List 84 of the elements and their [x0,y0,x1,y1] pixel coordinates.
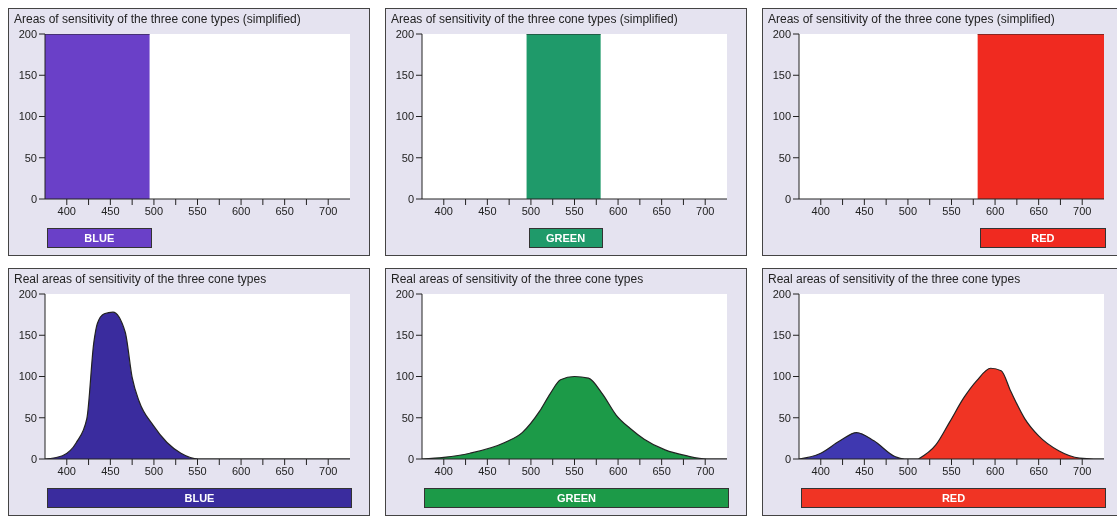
x-tick-label: 400 [57,464,76,477]
x-tick-label: 650 [1029,464,1048,477]
y-tick-label: 200 [772,27,791,40]
x-tick-label: 500 [521,464,541,477]
x-tick-label: 450 [101,464,120,477]
chart-title: Real areas of sensitivity of the three cone types [390,271,645,286]
x-tick-label: 550 [565,204,584,217]
y-tick-label: 100 [18,110,37,123]
x-tick-label: 600 [985,204,1005,217]
x-axis-title: BLUE [47,488,352,508]
x-tick-label: 600 [231,204,251,217]
x-tick-label: 700 [319,464,338,477]
y-tick-label: 0 [30,192,37,205]
x-tick-label: 700 [319,204,338,217]
y-tick-label: 150 [18,69,37,82]
x-tick-label: 450 [478,204,497,217]
y-tick-label: 100 [395,110,414,123]
x-tick-label: 450 [855,464,874,477]
y-tick-label: 150 [395,329,414,342]
y-tick-label: 150 [395,69,414,82]
chart-title: Real areas of sensitivity of the three cone types [767,271,1022,286]
y-tick-label: 0 [407,452,414,465]
y-tick-label: 200 [395,287,414,300]
x-axis-title: RED [801,488,1106,508]
x-tick-label: 550 [565,464,584,477]
y-tick-label: 50 [778,151,791,164]
y-tick-label: 0 [784,452,791,465]
y-tick-label: 100 [18,370,37,383]
x-tick-label: 700 [696,204,715,217]
chart-title: Areas of sensitivity of the three cone types (simplified) [767,11,1056,26]
x-tick-label: 500 [898,204,918,217]
chart-title: Areas of sensitivity of the three cone types (simplified) [390,11,679,26]
x-tick-label: 550 [942,464,961,477]
y-tick-label: 100 [395,370,414,383]
y-tick-label: 50 [24,411,37,424]
x-tick-label: 500 [521,204,541,217]
y-tick-label: 0 [407,192,414,205]
y-tick-label: 200 [395,27,414,40]
x-axis-title: RED [979,228,1106,248]
x-tick-label: 700 [1073,464,1092,477]
y-tick-label: 150 [772,69,791,82]
x-tick-label: 550 [188,204,207,217]
x-tick-label: 500 [144,464,164,477]
x-tick-label: 650 [652,464,671,477]
x-tick-label: 400 [57,204,76,217]
x-tick-label: 650 [275,464,294,477]
x-tick-label: 450 [478,464,497,477]
y-tick-label: 50 [401,151,414,164]
y-tick-label: 150 [772,329,791,342]
y-tick-label: 50 [401,411,414,424]
y-tick-label: 200 [18,287,37,300]
x-tick-label: 450 [855,204,874,217]
x-tick-label: 600 [231,464,251,477]
y-tick-label: 0 [30,452,37,465]
x-tick-label: 500 [144,204,164,217]
x-tick-label: 400 [811,464,830,477]
x-tick-label: 600 [985,464,1005,477]
x-tick-label: 700 [1073,204,1092,217]
y-tick-label: 200 [18,27,37,40]
x-axis-title: BLUE [47,228,152,248]
y-tick-label: 150 [18,329,37,342]
y-tick-label: 0 [784,192,791,205]
x-tick-label: 550 [942,204,961,217]
x-tick-label: 650 [275,204,294,217]
x-axis-title: GREEN [528,228,603,248]
x-tick-label: 400 [434,464,453,477]
x-tick-label: 700 [696,464,715,477]
chart-title: Real areas of sensitivity of the three cone types [13,271,268,286]
x-tick-label: 550 [188,464,207,477]
x-tick-label: 500 [898,464,918,477]
y-tick-label: 50 [778,411,791,424]
x-tick-label: 400 [811,204,830,217]
x-tick-label: 600 [608,204,628,217]
x-tick-label: 600 [608,464,628,477]
x-tick-label: 400 [434,204,453,217]
y-tick-label: 200 [772,287,791,300]
x-tick-label: 450 [101,204,120,217]
y-tick-label: 50 [24,151,37,164]
chart-title: Areas of sensitivity of the three cone types (simplified) [13,11,302,26]
x-axis-title: GREEN [424,488,729,508]
x-tick-label: 650 [652,204,671,217]
y-tick-label: 100 [772,370,791,383]
y-tick-label: 100 [772,110,791,123]
x-tick-label: 650 [1029,204,1048,217]
